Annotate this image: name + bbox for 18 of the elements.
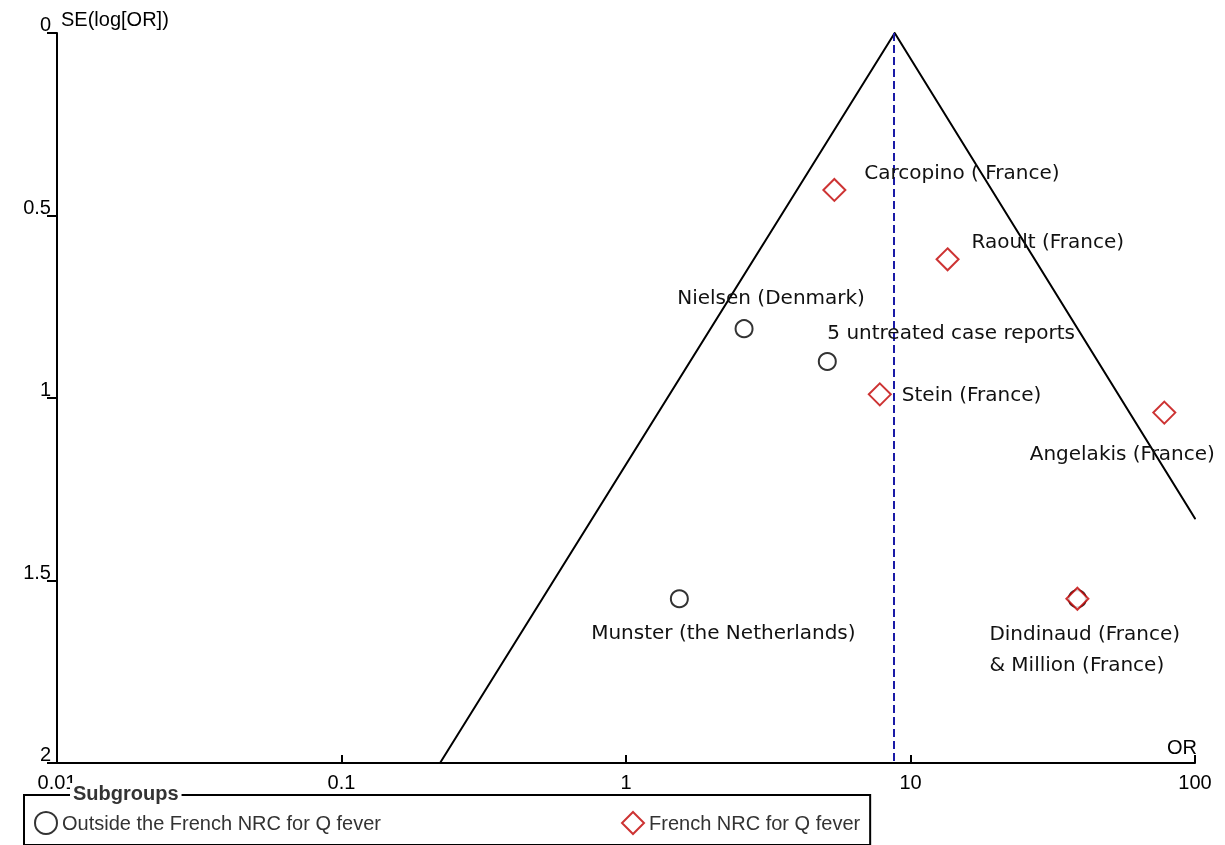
y-axis-title: SE(log[OR]): [61, 8, 169, 30]
legend-label: Outside the French NRC for Q fever: [62, 812, 382, 834]
annotation: Carcopino ( France): [864, 159, 1060, 184]
y-tick-label: 1: [39, 378, 51, 400]
x-tick-label: 10: [899, 771, 922, 793]
y-tick-label: 1.5: [23, 560, 51, 583]
annotation: 5 untreated case reports: [827, 319, 1075, 344]
annotation: Dindinaud (France) & Million (France): [989, 621, 1181, 677]
x-tick-label: 1: [620, 771, 632, 793]
y-tick-label: 0: [39, 13, 51, 35]
x-axis-title: OR: [1167, 736, 1197, 758]
y-tick-label: 0.5: [23, 195, 51, 218]
legend-label: French NRC for Q fever: [649, 812, 861, 834]
y-tick-label: 2: [39, 743, 51, 765]
x-tick-label: 100: [1178, 771, 1212, 793]
annotation: Stein (France): [901, 382, 1042, 407]
annotation: Munster (the Netherlands): [591, 619, 856, 644]
x-tick-label: 0.1: [327, 771, 356, 793]
